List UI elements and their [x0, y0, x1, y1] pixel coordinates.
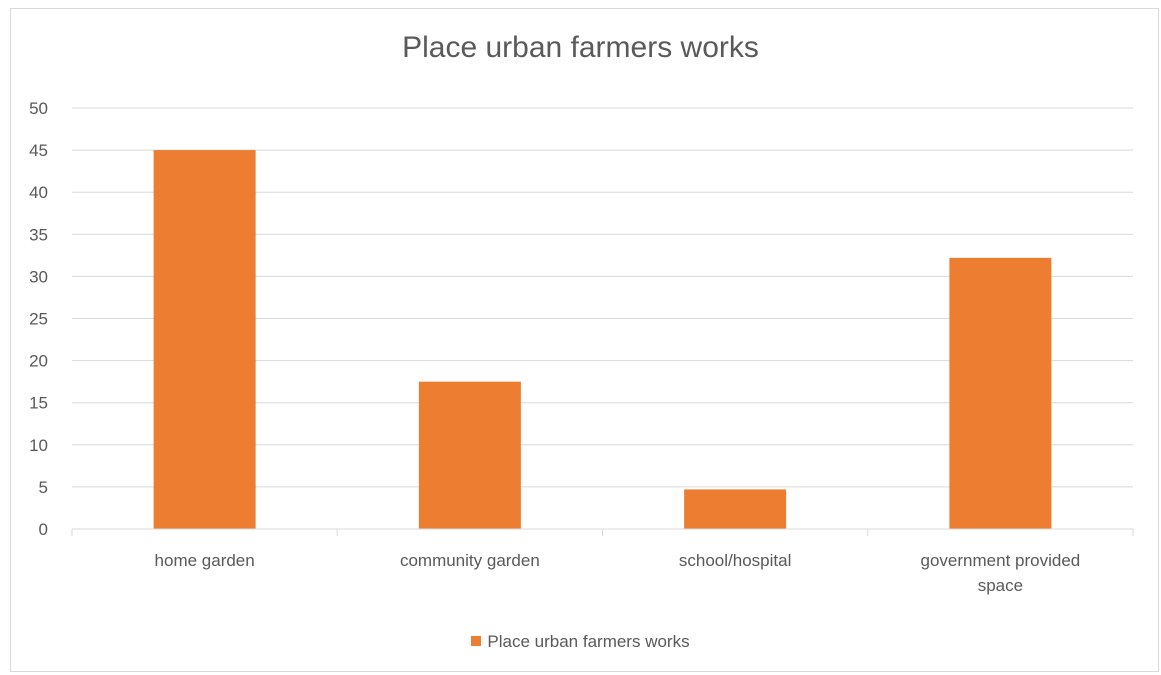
y-tick-label: 5	[39, 478, 48, 497]
y-tick-label: 35	[29, 225, 48, 244]
bars	[154, 150, 1052, 529]
bar	[949, 258, 1051, 529]
x-tick-label: government provided space	[921, 551, 1081, 595]
bar	[419, 382, 521, 529]
x-tick-label: home garden	[155, 551, 255, 570]
bar	[684, 489, 786, 529]
y-tick-label: 15	[29, 394, 48, 413]
y-tick-label: 50	[29, 99, 48, 118]
y-axis-ticks: 0 5 10 15 20 25 30 35 40 45 50	[29, 99, 48, 539]
bar	[154, 150, 256, 529]
y-tick-label: 30	[29, 267, 48, 286]
x-tick-label: school/hospital	[679, 551, 791, 570]
x-tick-label: community garden	[400, 551, 540, 570]
y-tick-label: 20	[29, 352, 48, 371]
legend: Place urban farmers works	[0, 630, 1161, 654]
x-axis-labels: home garden community garden school/hospit…	[155, 551, 1081, 595]
legend-swatch	[471, 636, 481, 646]
y-tick-label: 0	[39, 520, 48, 539]
y-tick-label: 10	[29, 436, 48, 455]
x-axis	[72, 529, 1133, 536]
y-tick-label: 40	[29, 183, 48, 202]
legend-label: Place urban farmers works	[487, 632, 689, 651]
y-tick-label: 25	[29, 310, 48, 329]
y-tick-label: 45	[29, 141, 48, 160]
